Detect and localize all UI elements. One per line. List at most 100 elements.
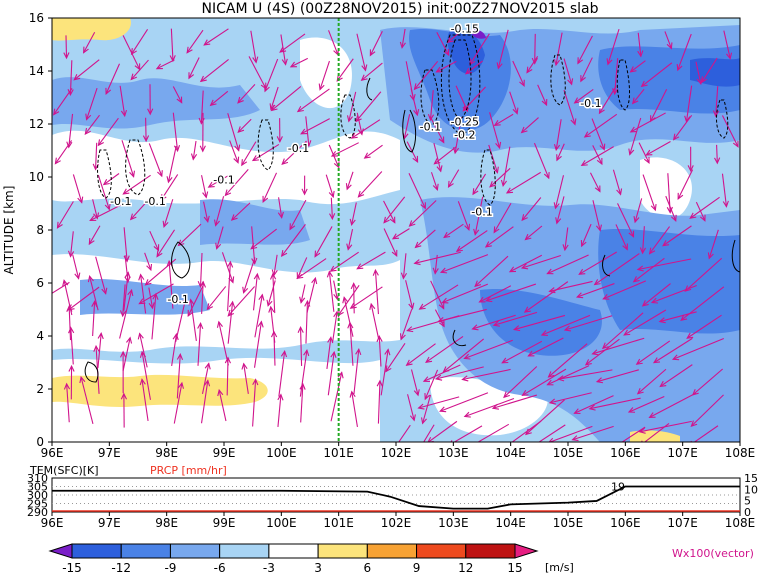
wind-vector — [199, 58, 229, 83]
wind-vector — [631, 88, 645, 105]
vector-head — [413, 83, 421, 91]
vector-head — [137, 332, 144, 340]
vector-shaft — [456, 230, 488, 252]
colorbar-swatch — [465, 543, 516, 559]
wind-vector — [501, 340, 543, 364]
vector-shaft — [54, 140, 73, 164]
wind-vector — [353, 347, 362, 395]
vector-head — [512, 325, 521, 332]
wind-vector — [484, 226, 514, 248]
left-tick-label: 300 — [27, 489, 48, 502]
vector-head — [437, 317, 445, 324]
vector-head — [281, 58, 288, 66]
vector-shaft — [723, 30, 731, 59]
vector-shaft — [69, 60, 73, 95]
vector-head — [399, 333, 406, 341]
vector-head — [601, 342, 609, 350]
vector-shaft — [592, 337, 645, 355]
vector-head — [330, 150, 338, 157]
vector-head — [79, 375, 86, 384]
wind-vector — [629, 112, 666, 133]
wind-vector — [306, 276, 318, 314]
wind-vector — [422, 364, 461, 383]
vector-shaft — [353, 349, 360, 395]
vector-shaft — [190, 299, 197, 341]
vector-shaft — [296, 258, 327, 279]
vector-shaft — [237, 118, 252, 133]
wind-vector — [548, 280, 593, 294]
surface-axes: 96E 97E 98E 99E 100E 101E 102E 103E 104E 105E 106E… — [27, 472, 758, 530]
wind-vector — [414, 229, 436, 249]
vector-head — [186, 46, 193, 54]
vector-shaft — [511, 420, 542, 442]
vector-shaft — [264, 58, 279, 92]
vector-shaft — [351, 119, 381, 139]
wind-vector — [441, 283, 489, 304]
moderate-easterly-region — [80, 278, 210, 315]
wind-vector — [175, 296, 188, 343]
vector-head — [438, 136, 445, 144]
vector-head — [68, 364, 75, 372]
vector-shaft — [210, 90, 229, 106]
vector-head — [659, 380, 667, 388]
vector-shaft — [278, 351, 286, 397]
vector-shaft — [330, 197, 333, 219]
vector-head — [97, 139, 104, 147]
x-tick-label: 106E — [610, 516, 641, 530]
vector-head — [139, 378, 146, 386]
vector-shaft — [215, 196, 225, 226]
colorbar-tick-label: 12 — [458, 561, 473, 575]
wind-vector — [166, 145, 177, 184]
vector-head — [356, 263, 364, 270]
wind-vector — [148, 143, 163, 178]
vector-head — [44, 293, 50, 298]
wind-vector — [592, 145, 603, 166]
colorbar-tick-label: 3 — [314, 561, 322, 575]
vector-head — [631, 97, 639, 105]
vector-head — [414, 241, 422, 249]
vector-shaft — [279, 33, 306, 53]
vector-shaft — [537, 84, 548, 106]
vector-head — [361, 64, 368, 72]
vector-head — [85, 113, 92, 121]
vector-head — [269, 272, 277, 280]
vector-head — [197, 322, 204, 330]
vector-shaft — [160, 174, 179, 201]
vector-head — [648, 412, 656, 418]
wind-vector — [91, 300, 98, 337]
vector-shaft — [692, 368, 723, 396]
wind-vector — [242, 257, 256, 294]
vector-shaft — [592, 200, 601, 231]
wind-vector — [463, 339, 513, 360]
vector-shaft — [423, 424, 435, 442]
vector-head — [525, 428, 532, 436]
vector-head — [207, 181, 215, 188]
vector-head — [349, 218, 356, 226]
wind-vector — [345, 171, 354, 191]
colorbar-swatch — [71, 543, 122, 559]
vector-shaft — [436, 32, 450, 56]
wind-vector — [237, 118, 252, 134]
wind-vector — [139, 350, 152, 400]
vector-shaft — [686, 314, 722, 339]
wind-vector — [601, 312, 644, 350]
wind-vector — [591, 337, 645, 356]
vector-shaft — [199, 253, 203, 287]
vector-head — [435, 66, 443, 73]
vector-shaft — [356, 112, 363, 135]
vector-head — [227, 260, 234, 268]
y-axis-label: ALTITUDE [km] — [2, 186, 16, 275]
vector-head — [391, 249, 398, 258]
wind-vector — [138, 283, 174, 305]
wind-vector — [227, 260, 234, 312]
vector-shaft — [617, 203, 634, 237]
very-strong-easterly-region — [447, 28, 485, 74]
wind-vector — [357, 171, 383, 198]
wind-vector — [398, 424, 411, 442]
vector-shaft — [200, 90, 204, 124]
wind-vector — [224, 169, 249, 197]
vector-head — [126, 336, 133, 344]
wind-vector — [53, 88, 73, 116]
x-tick-label: 107E — [667, 446, 698, 460]
wind-vector — [67, 231, 75, 258]
